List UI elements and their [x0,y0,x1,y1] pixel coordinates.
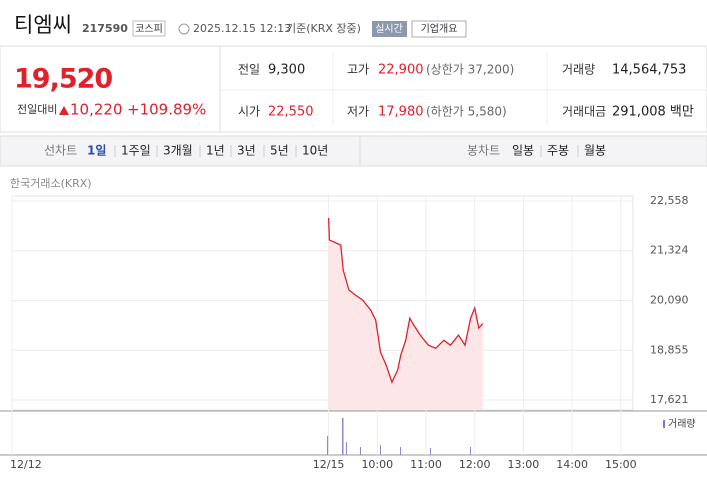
tab-bar [0,135,707,167]
candle-tab[interactable]: 주봉 [547,144,569,158]
candle-tab-label: 봉차트 [467,144,500,158]
x-tick-label: 10:00 [361,458,393,471]
stat-label: 저가 [347,105,369,119]
realtime-button [372,21,407,37]
stat-value: 14,564,753 [612,63,686,78]
plot-frame [11,195,634,411]
stat-value: 9,300 [268,63,305,78]
company-button [411,20,467,38]
stat-note: (상한가 37,200) [426,63,514,77]
company-button-text[interactable]: 기업개요 [421,22,458,35]
change-pct: +109.89% [127,101,206,119]
x-tick-label: 13:00 [508,458,540,471]
period-tab[interactable]: 1주일 [121,144,151,158]
period-tab[interactable]: 1년 [206,144,225,158]
period-tab[interactable]: 5년 [270,144,289,158]
price-area [328,218,483,410]
stat-label: 시가 [238,105,260,119]
title: 티엠씨 [14,13,72,37]
up-arrow [59,106,69,115]
quote-box [0,45,707,133]
x-tick-label: 15:00 [605,458,637,471]
y-tick-label: 17,621 [650,393,689,406]
period-tab[interactable]: 3개월 [163,144,193,158]
period-tab[interactable]: 10년 [302,144,328,158]
legend-swatch [663,420,665,428]
basis: 기준(KRX 장중) [286,22,361,35]
x-tick-label: 14:00 [556,458,588,471]
stat-value: 22,900 [378,63,424,78]
x-tick-label: 12:00 [459,458,491,471]
candle-tab[interactable]: 월봉 [584,144,606,158]
change-label: 전일대비 [17,102,57,116]
stat-label: 거래량 [562,63,595,77]
stat-value: 22,550 [268,105,314,120]
y-tick-label: 21,324 [650,244,689,257]
volume-legend: 거래량 [668,418,696,430]
clock-icon [178,23,190,35]
y-tick-label: 20,090 [650,293,689,306]
x-tick-label: 11:00 [410,458,442,471]
stat-label: 전일 [238,63,260,77]
stat-label: 거래대금 [562,105,606,119]
stat-label: 고가 [347,63,369,77]
timestamp: 2025.12.15 12:13 [193,22,291,35]
stat-note: (하한가 5,580) [426,105,507,119]
price: 19,520 [14,64,112,95]
period-tab[interactable]: 3년 [237,144,256,158]
market-badge [132,20,166,37]
change: 10,220 [70,101,123,119]
market-badge-text: 코스피 [135,23,163,35]
y-tick-label: 18,855 [650,343,689,356]
stat-value: 17,980 [378,105,424,120]
candle-tab[interactable]: 일봉 [512,144,534,158]
price-line [327,217,484,384]
realtime-button-text[interactable]: 실시간 [375,23,403,35]
volume-bars [327,418,471,455]
source: 한국거래소(KRX) [10,177,92,190]
period-tab[interactable]: 1일 [87,144,106,158]
stock-code: 217590 [82,22,128,35]
y-tick-label: 22,558 [650,194,689,207]
x-tick-label: 12/12 [10,458,42,471]
stat-value: 291,008 백만 [612,105,694,120]
line-tab-label: 선차트 [44,144,77,158]
x-tick-label: 12/15 [313,458,345,471]
